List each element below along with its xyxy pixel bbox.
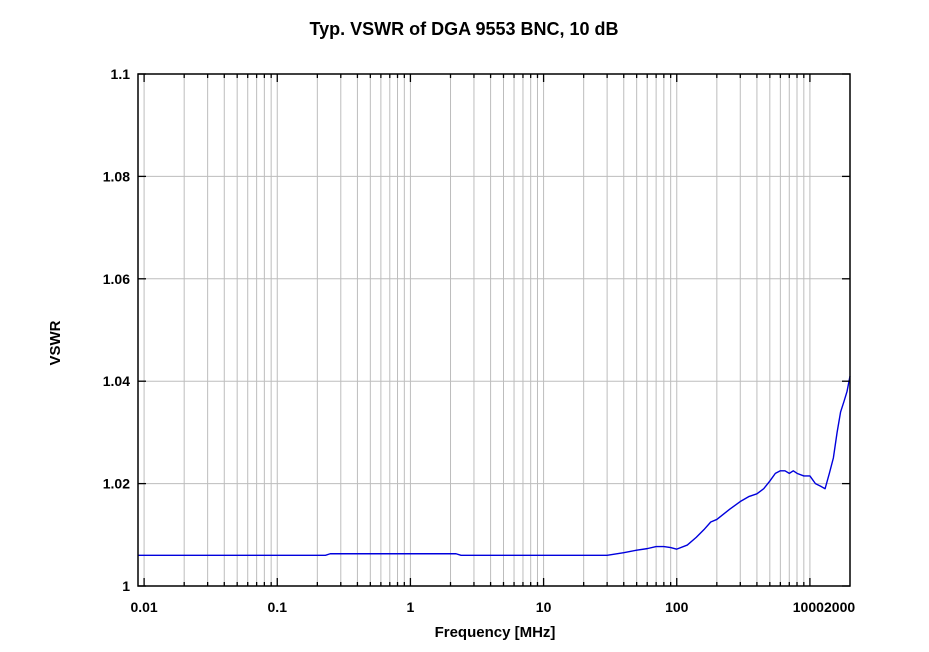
x-tick-label: 0.1	[268, 599, 288, 615]
y-tick-label: 1.1	[111, 66, 131, 82]
plot-frame	[137, 73, 851, 587]
x-axis-label: Frequency [MHz]	[435, 624, 556, 641]
grid-lines	[138, 74, 850, 586]
y-tick-label: 1.04	[103, 373, 130, 389]
series-layer	[138, 375, 851, 556]
y-axis-label: VSWR	[47, 320, 64, 365]
x-tick-label: 2000	[824, 599, 855, 615]
chart-title: Typ. VSWR of DGA 9553 BNC, 10 dB	[309, 19, 618, 39]
x-tick-label: 1	[407, 599, 415, 615]
y-tick-label: 1.08	[103, 168, 130, 184]
vswr-series-line	[138, 375, 851, 556]
x-tick-label: 0.01	[130, 599, 157, 615]
axis-ticks	[138, 73, 850, 587]
y-tick-label: 1.06	[103, 271, 130, 287]
tick-labels: 1 1.02 1.04 1.06 1.08 1.1 0.01 0.1 1 10 100 1000 200…	[103, 66, 856, 615]
y-tick-label: 1.02	[103, 476, 130, 492]
x-tick-label: 100	[665, 599, 689, 615]
y-tick-label: 1	[122, 578, 130, 594]
x-tick-label: 1000	[793, 599, 824, 615]
x-tick-label: 10	[536, 599, 552, 615]
